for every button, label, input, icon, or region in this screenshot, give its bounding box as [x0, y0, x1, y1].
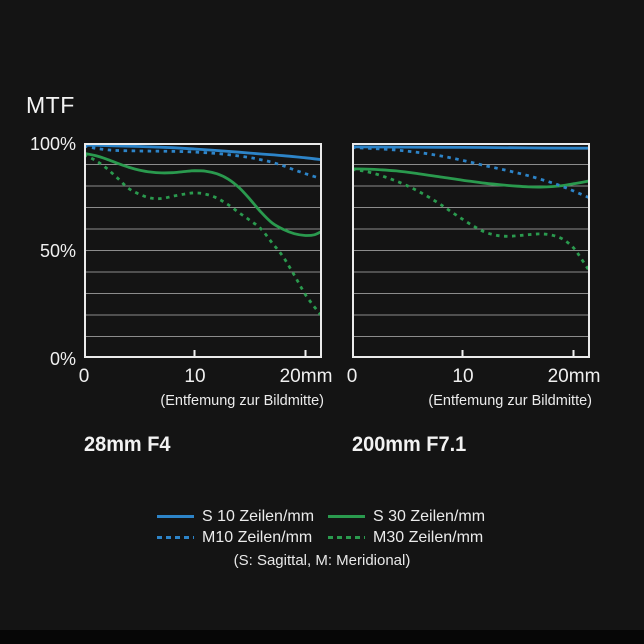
legend-row-dashed: M10 Zeilen/mm M30 Zeilen/mm — [157, 527, 487, 548]
y-tick-50: 50% — [39, 241, 76, 261]
legend-swatch-m30-line — [328, 536, 365, 539]
x-axis-caption-right: (Entfemung zur Bildmitte) — [428, 393, 592, 409]
legend-note: (S: Sagittal, M: Meridional) — [233, 552, 411, 569]
x-tick-0-right: 0 — [346, 366, 358, 387]
x-tick-10-right: 10 — [452, 366, 474, 387]
y-tick-100: 100% — [29, 134, 76, 154]
chart-title-200mm: 200mm F7.1 — [352, 433, 467, 456]
legend-label-m10: M10 Zeilen/mm — [202, 528, 313, 546]
x-tick-0-left: 0 — [78, 366, 90, 387]
x-tick-10-left: 10 — [184, 366, 206, 387]
legend-swatch-s10-line — [157, 515, 194, 518]
chart-title-28mm: 28mm F4 — [84, 433, 171, 456]
legend-swatch-m10-line — [157, 536, 194, 539]
mtf-chart-28mm — [84, 143, 322, 358]
legend-label-s30: S 30 Zeilen/mm — [373, 507, 486, 525]
mtf-chart-200mm — [352, 143, 590, 358]
legend: S 10 Zeilen/mm S 30 Zeilen/mm M10 Zeilen… — [157, 506, 487, 569]
mtf-axis-heading: MTF — [26, 92, 75, 118]
legend-label-s10: S 10 Zeilen/mm — [202, 507, 315, 525]
legend-label-m30: M30 Zeilen/mm — [373, 528, 484, 546]
x-tick-20-left: 20mm — [279, 366, 333, 387]
x-axis-caption-left: (Entfemung zur Bildmitte) — [160, 393, 324, 409]
legend-row-solid: S 10 Zeilen/mm S 30 Zeilen/mm — [157, 506, 487, 527]
bottom-black-bar — [0, 630, 644, 644]
x-tick-20-right: 20mm — [547, 366, 601, 387]
y-tick-0: 0% — [49, 349, 76, 369]
legend-swatch-s30-line — [328, 515, 365, 518]
